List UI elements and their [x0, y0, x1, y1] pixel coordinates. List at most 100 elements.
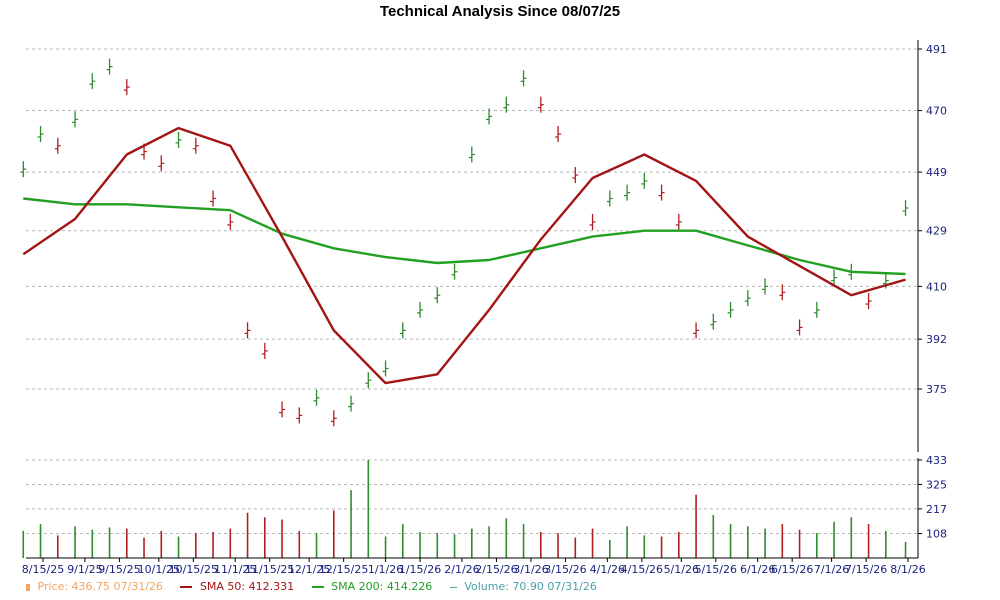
- legend-sma200-swatch: [311, 586, 324, 588]
- volume-y-ticks: 433 325 217 108: [918, 454, 947, 541]
- price-bar: [365, 372, 372, 389]
- price-bar: [89, 73, 96, 90]
- price-bar: [555, 126, 562, 142]
- price-bar: [902, 200, 909, 217]
- price-tick-label: 375: [926, 383, 947, 396]
- x-tick-label: 4/1/26: [590, 563, 625, 576]
- legend-price-swatch: [26, 583, 30, 591]
- x-tick-label: 2/1/26: [444, 563, 479, 576]
- price-tick-label: 410: [926, 280, 947, 293]
- price-bar: [641, 172, 648, 189]
- x-tick-label: 5/15/26: [695, 563, 737, 576]
- price-bar: [261, 342, 268, 359]
- chart-title: Technical Analysis Since 08/07/25: [380, 3, 620, 20]
- price-bar: [158, 155, 165, 172]
- price-bar: [348, 395, 355, 412]
- x-tick-label: 9/1/25: [67, 563, 102, 576]
- price-bar: [210, 190, 217, 207]
- price-bar: [675, 213, 682, 230]
- price-bar: [296, 407, 303, 424]
- x-tick-label: 6/15/26: [771, 563, 813, 576]
- price-tick-label: 392: [926, 333, 947, 346]
- legend-sma50-swatch: [180, 586, 193, 588]
- price-bar: [468, 146, 475, 163]
- price-bars: [20, 58, 909, 427]
- x-tick-label: 2/15/26: [475, 563, 517, 576]
- volume-tick-label: 217: [926, 503, 947, 516]
- x-ticks: 8/15/25 9/1/259/15/2510/1/2510/15/2511/1/…: [22, 558, 926, 576]
- price-tick-label: 470: [926, 105, 947, 118]
- price-bar: [37, 126, 44, 142]
- price-bar: [399, 322, 406, 339]
- price-bar: [520, 70, 527, 87]
- legend-sma50-label: SMA 50: 412.331: [199, 580, 295, 593]
- x-tick-label: 11/1/25: [214, 563, 256, 576]
- price-y-ticks: 491 470 449 429 410 392 375: [918, 43, 947, 396]
- price-bar: [279, 401, 286, 418]
- price-bar: [624, 184, 631, 201]
- price-bar: [693, 322, 700, 339]
- price-bar: [744, 290, 751, 307]
- price-bar: [710, 313, 717, 330]
- price-bar: [727, 301, 734, 318]
- x-tick-label: 3/1/26: [513, 563, 548, 576]
- price-bar: [762, 278, 769, 295]
- legend-volume-swatch: [449, 586, 457, 588]
- volume-tick-label: 433: [926, 454, 947, 467]
- price-bar: [537, 96, 544, 113]
- price-bar: [589, 213, 596, 230]
- price-tick-label: 449: [926, 166, 947, 179]
- price-bar: [227, 213, 234, 230]
- price-bar: [244, 322, 251, 339]
- sma200-line: [23, 197, 906, 276]
- price-bar: [606, 190, 613, 207]
- x-tick-label: 12/1/25: [288, 563, 330, 576]
- price-bar: [54, 137, 61, 154]
- axes: [26, 40, 919, 559]
- moving-average-lines: [22, 126, 906, 385]
- price-bar: [658, 184, 665, 201]
- price-bar: [572, 167, 579, 184]
- x-tick-label: 8/1/26: [890, 563, 925, 576]
- price-bar: [382, 360, 389, 377]
- chart-legend: Price: 436.75 07/31/26 SMA 50: 412.331 S…: [26, 580, 611, 596]
- x-tick-label: 7/15/26: [845, 563, 887, 576]
- price-bar: [796, 319, 803, 336]
- price-tick-label: 429: [926, 225, 947, 238]
- x-tick-label: 6/1/26: [740, 563, 775, 576]
- x-tick-label: 1/15/26: [399, 563, 441, 576]
- price-bar: [434, 287, 441, 304]
- volume-tick-label: 108: [926, 528, 947, 541]
- price-bar: [330, 410, 337, 427]
- price-bar: [831, 269, 838, 286]
- x-tick-label: 8/15/25: [22, 563, 64, 576]
- volume-bars: [22, 460, 907, 558]
- legend-price-label: Price: 436.75 07/31/26: [37, 580, 163, 593]
- price-bar: [486, 108, 493, 125]
- legend-item-volume: Volume: 70.90 07/31/26: [449, 580, 597, 593]
- legend-item-sma50: SMA 50: 412.331: [180, 580, 297, 593]
- x-tick-label: 10/15/25: [169, 563, 218, 576]
- legend-item-sma200: SMA 200: 414.226: [311, 580, 436, 593]
- price-bar: [417, 301, 424, 318]
- price-bar: [20, 161, 27, 178]
- x-tick-label: 11/15/25: [245, 563, 294, 576]
- price-bar: [779, 284, 786, 301]
- price-bar: [106, 58, 113, 75]
- price-bar: [313, 389, 320, 406]
- x-tick-label: 10/1/25: [138, 563, 180, 576]
- x-tick-label: 1/1/26: [368, 563, 403, 576]
- volume-tick-label: 325: [926, 478, 947, 491]
- price-bar: [865, 293, 872, 310]
- x-tick-label: 7/1/26: [814, 563, 849, 576]
- price-bar: [175, 131, 182, 148]
- legend-volume-label: Volume: 70.90 07/31/26: [464, 580, 597, 593]
- price-bar: [192, 137, 199, 154]
- price-bar: [451, 263, 458, 280]
- price-tick-label: 491: [926, 43, 947, 56]
- legend-sma200-label: SMA 200: 414.226: [331, 580, 433, 593]
- legend-item-price: Price: 436.75 07/31/26: [26, 580, 166, 593]
- price-bar: [123, 79, 130, 96]
- gridlines: [26, 48, 918, 535]
